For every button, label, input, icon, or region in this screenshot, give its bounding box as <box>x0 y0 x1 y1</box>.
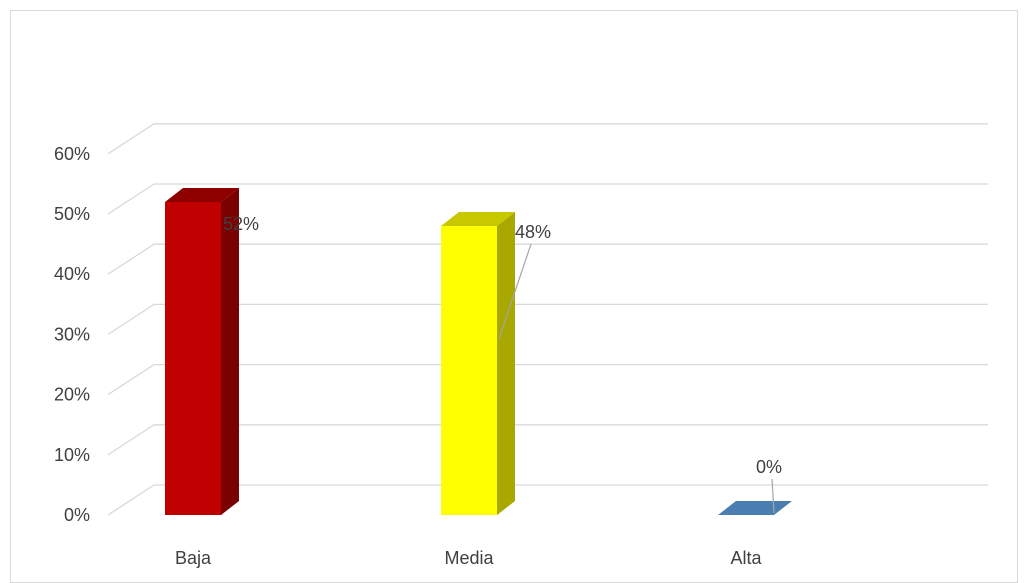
y-tick-label: 10% <box>54 445 90 465</box>
data-label-leader <box>498 243 532 340</box>
bar-top-face <box>165 187 239 202</box>
data-label: 48% <box>515 222 551 242</box>
data-label: 0% <box>756 457 782 477</box>
data-label-leader <box>771 478 775 514</box>
y-tick-label: 20% <box>54 385 90 405</box>
bar-side-face <box>497 212 515 516</box>
gridline <box>107 303 988 335</box>
bar-front-face <box>441 226 497 516</box>
gridline <box>107 123 988 155</box>
bar-front-face <box>165 201 221 515</box>
bar-media <box>441 212 515 516</box>
gridline <box>107 363 988 396</box>
bars <box>165 187 792 516</box>
bar-alta <box>718 501 792 515</box>
bar-baja <box>165 187 239 515</box>
data-label: 52% <box>223 214 259 234</box>
gridline <box>107 484 988 516</box>
gridline <box>107 183 988 215</box>
gridline <box>107 424 988 456</box>
gridlines <box>107 123 988 516</box>
y-tick-label: 40% <box>54 264 90 284</box>
y-tick-label: 30% <box>54 324 90 344</box>
y-tick-label: 50% <box>54 204 90 224</box>
x-category-label: Media <box>444 548 494 568</box>
gridline <box>107 243 988 275</box>
bar-top-face <box>441 212 515 227</box>
bar-top-face <box>718 501 792 515</box>
x-category-label: Alta <box>730 548 762 568</box>
y-tick-label: 60% <box>54 144 90 164</box>
y-tick-label: 0% <box>64 505 90 525</box>
x-category-label: Baja <box>175 548 212 568</box>
labels: 0% 10% 20% 30% 40% 50% 60% Baja 52% Media 48% Alta 0… <box>54 144 782 568</box>
bar-side-face <box>221 187 239 515</box>
